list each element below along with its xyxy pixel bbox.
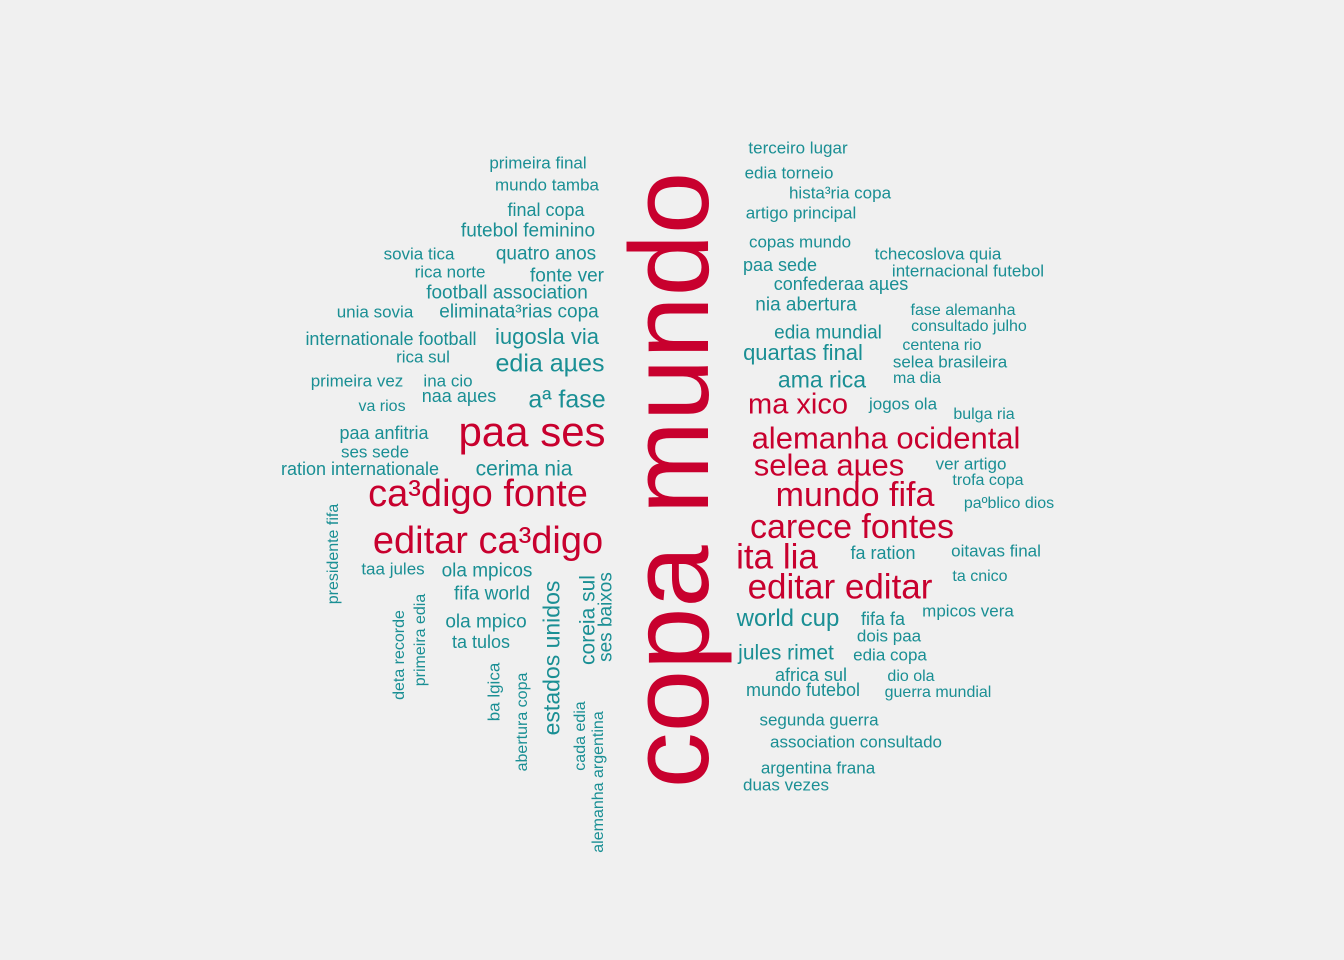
word-quartas-final: quartas final bbox=[743, 340, 863, 365]
word-editar-codigo: editar ca³digo bbox=[372, 520, 604, 562]
word-cada-edia: cada edia bbox=[572, 701, 589, 771]
word-football-association: football association bbox=[426, 282, 588, 304]
word-ma-dia: ma dia bbox=[892, 370, 942, 387]
word-paa-ses: paa ses bbox=[458, 408, 606, 455]
word-internationale-football: internationale football bbox=[305, 329, 477, 349]
word-nia-abertura: nia abertura bbox=[755, 294, 857, 316]
word-ses-baixos: ses baixos bbox=[595, 572, 617, 662]
word-confederaa-aues: confederaa aµes bbox=[773, 274, 909, 294]
word-ta-tulos: ta tulos bbox=[451, 632, 511, 652]
word-cerima-nia: cerima nia bbox=[475, 457, 573, 481]
word-guerra-mundial: guerra mundial bbox=[884, 684, 992, 701]
word-rica-sul: rica sul bbox=[396, 347, 450, 367]
word-ration-internationale: ration internationale bbox=[280, 459, 440, 479]
word-unia-sovia: unia sovia bbox=[336, 302, 414, 322]
word-edia-aues: edia aµes bbox=[495, 349, 605, 378]
word-world-cup: world cup bbox=[736, 605, 840, 632]
word-deta-recorde: deta recorde bbox=[391, 610, 408, 700]
word-mundo-futebol: mundo futebol bbox=[745, 680, 861, 700]
word-eliminatorias-copa: eliminata³rias copa bbox=[439, 301, 599, 323]
word-argentina-frana: argentina frana bbox=[760, 758, 876, 778]
word-a-fase: aª fase bbox=[528, 385, 606, 414]
word-selea-aues: selea aµes bbox=[753, 447, 905, 483]
word-ses-sede: ses sede bbox=[340, 442, 410, 462]
word-ver-artigo: ver artigo bbox=[935, 454, 1007, 474]
word-final-copa: final copa bbox=[507, 200, 585, 220]
word-fifa-world: fifa world bbox=[453, 583, 531, 605]
word-editar-editar: editar editar bbox=[747, 567, 933, 607]
word-rica-norte: rica norte bbox=[414, 262, 486, 282]
word-ta-cnico: ta cnico bbox=[952, 568, 1008, 585]
word-primeira-edia: primeira edia bbox=[412, 593, 429, 687]
word-edia-mundial: edia mundial bbox=[774, 322, 882, 344]
word-centena-rio: centena rio bbox=[902, 337, 982, 354]
word-futebol-feminino: futebol feminino bbox=[460, 220, 596, 242]
word-tchecoslova-quia: tchecoslova quia bbox=[874, 244, 1002, 264]
word-segunda-guerra: segunda guerra bbox=[759, 710, 879, 730]
word-ita-lia: ita lia bbox=[736, 537, 818, 577]
word-paublico-dios: paºblico dios bbox=[963, 495, 1055, 512]
word-naa-aues: naa aµes bbox=[421, 386, 497, 406]
word-va-rios: va rios bbox=[358, 398, 406, 415]
word-taa-jules: taa jules bbox=[361, 559, 425, 579]
word-dois-paa: dois paa bbox=[856, 626, 922, 646]
word-oitavas-final: oitavas final bbox=[951, 541, 1041, 561]
word-mundo-fifa: mundo fifa bbox=[775, 476, 935, 514]
word-paa-anfitria: paa anfitria bbox=[339, 423, 429, 443]
word-association-consultado: association consultado bbox=[769, 732, 943, 752]
word-sovia-tica: sovia tica bbox=[383, 244, 455, 264]
word-consultado-julho: consultado julho bbox=[911, 318, 1027, 335]
word-ina-cio: ina cio bbox=[423, 371, 473, 391]
word-jogos-ola: jogos ola bbox=[868, 394, 938, 414]
word-alemanha-argentina: alemanha argentina bbox=[590, 711, 607, 853]
word-copa-mundo: copa mundo bbox=[607, 171, 732, 789]
word-internacional-futebol: internacional futebol bbox=[891, 261, 1045, 281]
word-trofa-copa: trofa copa bbox=[952, 472, 1024, 489]
word-fa-ration: fa ration bbox=[850, 543, 916, 563]
word-fonte-ver: fonte ver bbox=[530, 265, 604, 287]
word-dio-ola: dio ola bbox=[887, 668, 935, 685]
word-artigo-principal: artigo principal bbox=[745, 203, 857, 223]
word-codigo-fonte: ca³digo fonte bbox=[368, 473, 588, 515]
word-presidente-fifa: presidente fifa bbox=[325, 503, 342, 605]
word-mpicos-vera: mpicos vera bbox=[922, 601, 1014, 621]
word-iugosla-via: iugosla via bbox=[495, 324, 599, 349]
word-ma-xico: ma xico bbox=[748, 388, 848, 421]
word-primeira-final: primeira final bbox=[489, 153, 587, 173]
word-africa-sul: africa sul bbox=[774, 665, 848, 685]
word-copas-mundo: copas mundo bbox=[748, 232, 852, 252]
word-paa-sede: paa sede bbox=[742, 255, 818, 275]
word-jules-rimet: jules rimet bbox=[738, 641, 834, 665]
word-terceiro-lugar: terceiro lugar bbox=[748, 138, 848, 158]
word-edia-torneio: edia torneio bbox=[744, 163, 834, 183]
word-bulga-ria: bulga ria bbox=[953, 406, 1015, 423]
word-fase-alemanha: fase alemanha bbox=[910, 302, 1016, 319]
word-ola-mpico: ola mpico bbox=[445, 611, 527, 633]
word-edia-copa: edia copa bbox=[853, 645, 927, 665]
word-duas-vezes: duas vezes bbox=[743, 775, 829, 795]
word-alemanha-ocidental: alemanha ocidental bbox=[751, 420, 1021, 456]
word-ola-mpicos: ola mpicos bbox=[441, 560, 533, 582]
word-abertura-copa: abertura copa bbox=[514, 672, 531, 772]
word-mundo-tamba: mundo tamba bbox=[495, 175, 599, 195]
word-estados-unidos: estados unidos bbox=[538, 580, 565, 736]
word-quatro-anos: quatro anos bbox=[495, 243, 597, 265]
word-ba-lgica: ba lgica bbox=[484, 662, 504, 722]
word-fifa-fa: fifa fa bbox=[860, 609, 906, 629]
word-carece-fontes: carece fontes bbox=[749, 508, 955, 546]
word-ama-rica: ama rica bbox=[777, 366, 867, 393]
word-selea-brasileira: selea brasileira bbox=[892, 352, 1008, 372]
word-historia-copa: hista³ria copa bbox=[788, 183, 892, 203]
word-primeira-vez: primeira vez bbox=[310, 371, 404, 391]
